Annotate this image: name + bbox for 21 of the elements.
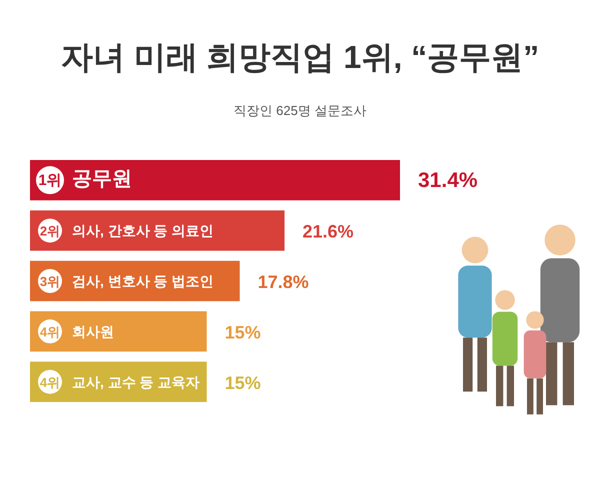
- bar: [30, 160, 400, 200]
- bar: [30, 210, 285, 251]
- y-tick-label: 의사, 간호사 등 의료인: [72, 222, 214, 239]
- annotation: 2위: [40, 224, 60, 239]
- y-tick-label: 검사, 변호사 등 법조인: [72, 273, 214, 289]
- data-label: 17.8%: [258, 272, 309, 292]
- y-tick-label: 공무원: [72, 168, 132, 190]
- bar: [30, 311, 207, 352]
- data-label: 31.4%: [418, 169, 478, 192]
- annotation: 4위: [40, 374, 60, 390]
- data-label: 15%: [224, 322, 261, 342]
- annotation: 4위: [40, 324, 60, 340]
- y-tick-label: 교사, 교수 등 교육자: [72, 374, 200, 390]
- annotation: 1위: [38, 172, 62, 190]
- y-tick-label: 회사원: [72, 323, 114, 340]
- chart-title: 자녀 미래 희망직업 1위, “공무원”: [60, 39, 540, 75]
- data-label: 21.6%: [302, 222, 354, 242]
- annotation: 3위: [40, 274, 60, 289]
- bar: [30, 362, 207, 402]
- data-label: 15%: [224, 372, 261, 393]
- chart-subtitle: 직장인 625명 설문조사: [234, 103, 366, 118]
